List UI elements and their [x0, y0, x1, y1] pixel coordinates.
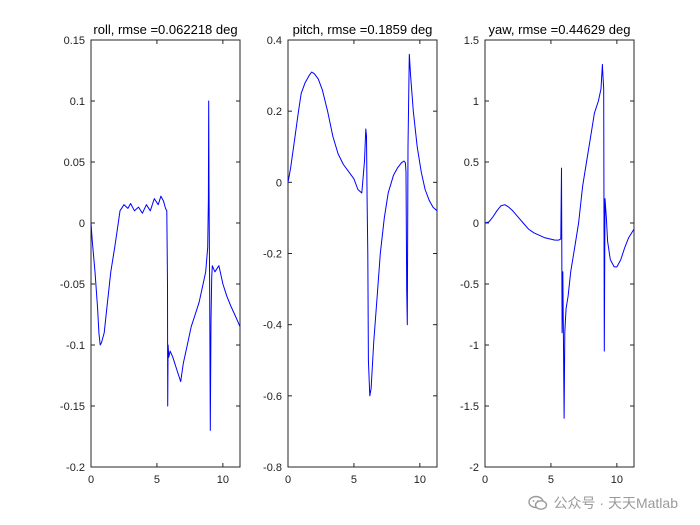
- x-tick-label: 5: [351, 474, 357, 486]
- y-tick-label: -0.6: [263, 391, 282, 403]
- x-tick-label: 10: [217, 474, 229, 486]
- y-tick-label: 0.05: [64, 157, 85, 169]
- y-tick-label: 0.4: [267, 35, 282, 47]
- x-tick-label: 0: [88, 474, 94, 486]
- chart-title: roll, rmse =0.062218 deg: [93, 22, 237, 37]
- y-tick-label: 0.15: [64, 35, 85, 47]
- watermark: 公众号 · 天天Matlab: [527, 493, 678, 513]
- chart-title: pitch, rmse =0.1859 deg: [293, 22, 433, 37]
- chart-panel-1: pitch, rmse =0.1859 deg 0 5 10 0.4 0.2 0 -0.2 -0…: [263, 22, 438, 486]
- y-tick-label: 0.1: [70, 96, 85, 108]
- chart-panel-2: yaw, rmse =0.44629 deg 0 5 10 1.5 1 0.5 0 -0.5 -1…: [460, 22, 635, 486]
- series-line: [90, 100, 241, 431]
- y-tick-label: -0.2: [66, 462, 85, 474]
- axes-box: [484, 39, 635, 468]
- x-tick-label: 0: [285, 474, 291, 486]
- y-tick-label: -1.5: [460, 401, 479, 413]
- y-tick-label: 1.5: [464, 35, 479, 47]
- x-tick-label: 10: [414, 474, 426, 486]
- y-tick-label: 1: [473, 96, 479, 108]
- series-line: [287, 53, 438, 397]
- y-tick-label: -0.8: [263, 462, 282, 474]
- y-tick-label: 0: [79, 218, 85, 230]
- y-tick-label: 0: [473, 218, 479, 230]
- chart-title: yaw, rmse =0.44629 deg: [488, 22, 630, 37]
- x-tick-label: 5: [154, 474, 160, 486]
- axes-box: [90, 39, 241, 468]
- x-tick-label: 10: [611, 474, 623, 486]
- x-tick-label: 5: [548, 474, 554, 486]
- y-tick-label: 0.2: [267, 106, 282, 118]
- y-tick-label: -0.15: [60, 401, 85, 413]
- y-tick-label: -0.1: [66, 340, 85, 352]
- y-tick-label: -1: [469, 340, 479, 352]
- y-tick-label: -0.5: [460, 279, 479, 291]
- y-tick-label: 0: [276, 177, 282, 189]
- y-tick-label: 0.5: [464, 157, 479, 169]
- chart-panel-0: roll, rmse =0.062218 deg 0 5 10 0.15 0.1 0.05 0…: [60, 22, 241, 486]
- wechat-icon: [527, 495, 547, 510]
- x-tick-label: 0: [482, 474, 488, 486]
- y-tick-label: -0.4: [263, 320, 282, 332]
- y-tick-label: -0.2: [263, 249, 282, 261]
- y-tick-label: -0.05: [60, 279, 85, 291]
- axes-box: [287, 39, 438, 468]
- y-tick-label: -2: [469, 462, 479, 474]
- watermark-text: 公众号 · 天天Matlab: [553, 495, 678, 511]
- series-line: [484, 63, 635, 419]
